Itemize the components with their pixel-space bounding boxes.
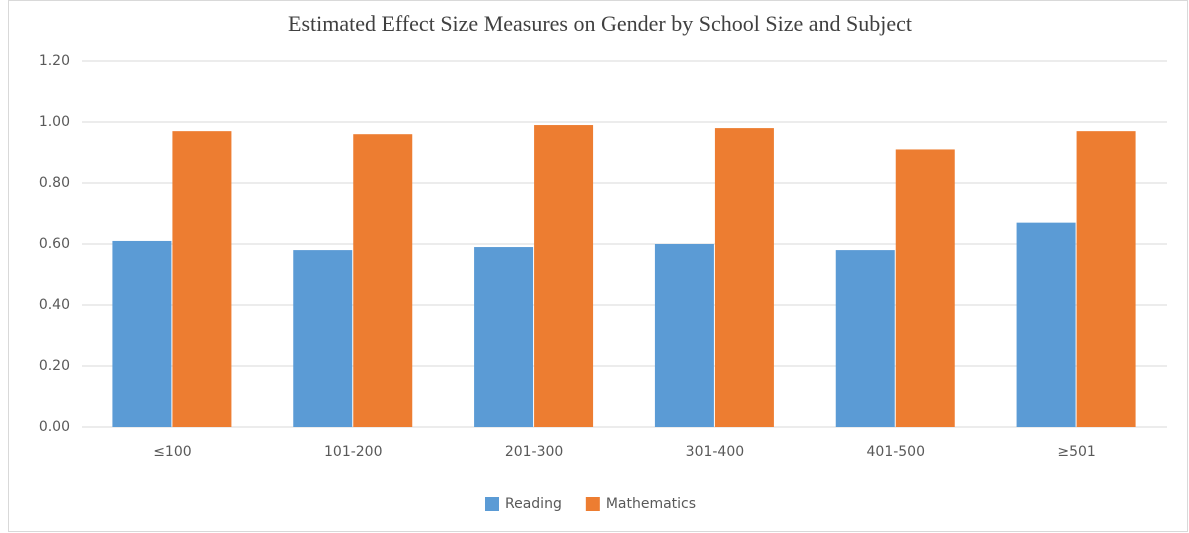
y-tick-label: 0.60 bbox=[39, 236, 70, 252]
legend-label: Reading bbox=[505, 496, 562, 512]
x-tick-label: 101-200 bbox=[324, 444, 383, 460]
legend-label: Mathematics bbox=[606, 496, 696, 512]
legend-swatch bbox=[485, 497, 499, 511]
bar bbox=[172, 131, 232, 427]
bar bbox=[293, 250, 353, 427]
bar bbox=[895, 149, 955, 427]
bar bbox=[835, 250, 895, 427]
chart-title: Estimated Effect Size Measures on Gender… bbox=[288, 11, 912, 36]
x-tick-label: ≥501 bbox=[1057, 444, 1095, 460]
x-tick-label: 301-400 bbox=[686, 444, 745, 460]
bar bbox=[1016, 222, 1076, 427]
x-tick-label: ≤100 bbox=[153, 444, 191, 460]
bar bbox=[474, 247, 534, 427]
y-tick-label: 1.00 bbox=[39, 114, 70, 130]
bar bbox=[534, 125, 594, 428]
y-tick-label: 0.20 bbox=[39, 358, 70, 374]
x-tick-label: 401-500 bbox=[867, 444, 926, 460]
x-tick-label: 201-300 bbox=[505, 444, 564, 460]
y-tick-label: 0.00 bbox=[39, 419, 70, 435]
legend-swatch bbox=[585, 497, 600, 511]
bar bbox=[112, 240, 172, 427]
bar bbox=[654, 244, 714, 427]
bar bbox=[353, 134, 413, 427]
bar bbox=[1076, 131, 1136, 427]
y-tick-label: 1.20 bbox=[39, 53, 70, 69]
bar bbox=[714, 128, 774, 427]
y-tick-label: 0.80 bbox=[39, 175, 70, 191]
y-tick-label: 0.40 bbox=[39, 297, 70, 313]
